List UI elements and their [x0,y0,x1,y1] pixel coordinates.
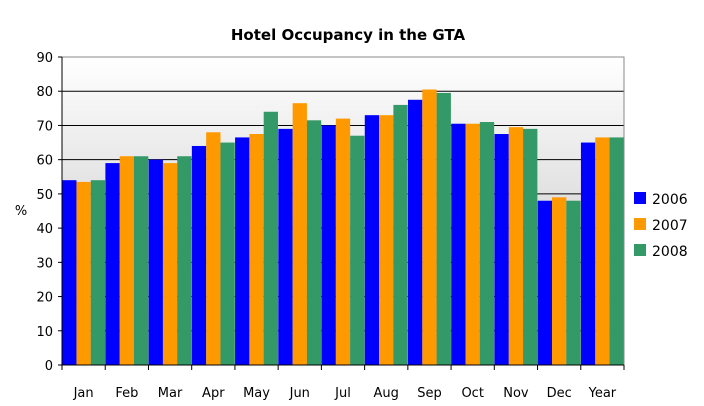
x-tick-label: May [243,386,270,401]
bar-2007-Apr [206,132,221,365]
bar-2006-Apr [191,145,207,365]
bar-2007-Year [595,137,610,365]
bar-2007-Jun [292,103,307,365]
bar-2006-Aug [364,115,380,365]
y-tick-label: 10 [36,325,53,340]
y-tick-label: 30 [36,256,53,271]
bar-2008-Apr [220,142,235,365]
x-tick-label: Jan [73,386,94,401]
bar-2006-Sep [408,99,423,366]
x-tick-label: Nov [503,386,529,401]
y-tick-label: 0 [45,359,53,374]
bar-2006-Jan [62,180,77,365]
bar-2008-Sep [436,92,451,365]
bar-2007-Feb [119,156,134,365]
chart-title: Hotel Occupancy in the GTA [231,26,466,44]
y-tick-labels: 0 10 20 30 40 50 60 70 80 90 [36,51,62,374]
bar-2008-Dec [566,200,581,365]
bar-2007-Nov [508,127,524,366]
legend-swatch-2008 [634,244,646,256]
bar-2008-Jul [350,135,365,365]
bar-2006-Mar [148,159,163,365]
bar-2008-Oct [479,122,495,366]
bar-2008-Nov [523,128,538,365]
bar-2007-Oct [465,123,480,365]
bar-2007-Jul [335,118,351,365]
x-tick-label: Apr [202,386,225,401]
bar-2006-May [235,137,250,365]
bar-2008-May [263,111,278,365]
bar-2008-Year [609,137,624,365]
bars [62,89,624,366]
x-tick-label: Jun [289,386,310,401]
bar-2006-Year [580,142,596,365]
x-tick-label: Oct [461,386,483,401]
bar-2006-Jun [278,128,293,365]
bar-2008-Jun [306,120,322,365]
x-tick-label: Jul [334,386,351,401]
x-tick-label: Year [588,386,617,401]
bar-2008-Jan [90,180,106,365]
x-tick-label: Sep [417,386,442,401]
bar-2007-Dec [552,197,567,365]
y-axis-label: % [15,204,27,219]
legend: 2006 2007 2008 [634,192,688,260]
legend-swatch-2006 [634,192,646,204]
bar-2007-Jan [76,181,91,365]
y-tick-label: 50 [36,188,53,203]
axes [61,56,625,366]
y-tick-label: 70 [36,119,53,134]
x-tick-label: Aug [374,386,399,401]
legend-label-2006: 2006 [652,192,688,208]
x-tick-label: Dec [547,386,572,401]
y-tick-label: 80 [36,85,53,100]
bar-2006-Jul [321,125,336,365]
x-tick-label: Feb [115,386,138,401]
bar-2008-Mar [177,156,192,365]
bar-2007-Aug [379,115,394,365]
y-tick-label: 40 [36,222,53,237]
bar-2007-Sep [422,89,437,365]
y-tick-label: 90 [36,51,53,66]
bar-2006-Feb [105,163,120,365]
y-tick-label: 20 [36,291,53,306]
bar-2008-Feb [133,156,149,365]
x-tick-label: Mar [158,386,183,401]
legend-label-2007: 2007 [652,218,688,234]
legend-label-2008: 2008 [652,244,688,260]
bar-2006-Nov [494,134,509,365]
bar-2007-May [249,134,264,365]
legend-swatch-2007 [634,218,646,230]
bar-2007-Mar [162,163,178,365]
bar-2006-Dec [537,200,553,365]
y-tick-label: 60 [36,154,53,169]
bar-2006-Oct [451,123,466,365]
x-tick-labels: Jan Feb Mar Apr May Jun Jul Aug Sep Oct Nov Dec Year [61,365,625,401]
bar-2008-Aug [393,104,408,366]
